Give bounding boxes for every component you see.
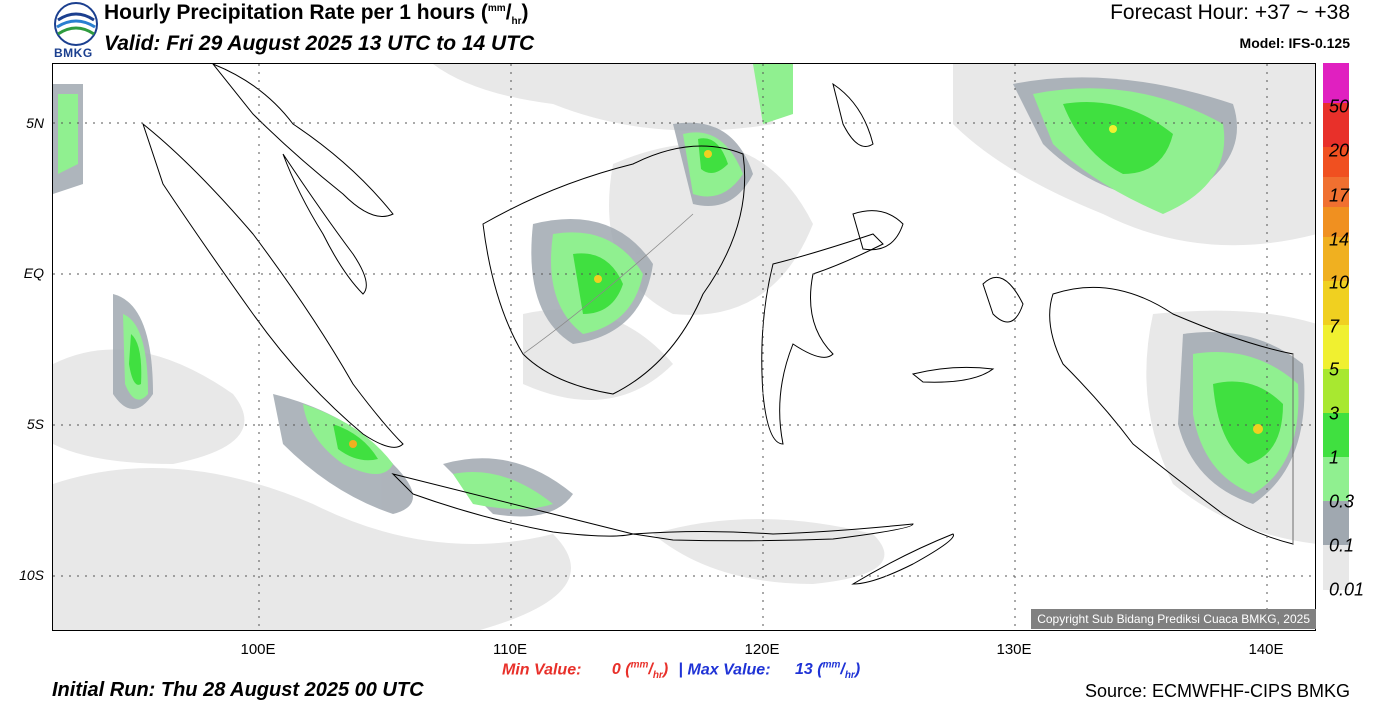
legend-swatch-17-20 [1323, 147, 1349, 177]
legend-label-14: 14 [1329, 229, 1350, 250]
lon-label-110e: 110E [493, 641, 527, 658]
min-unit-num: mm [630, 660, 649, 671]
lat-label-5s: 5S [26, 416, 44, 432]
min-unit-den: hr [652, 670, 663, 682]
lon-label-120e: 120E [744, 641, 780, 658]
legend-label-10: 10 [1329, 272, 1350, 293]
legend-swatch-5-7 [1323, 281, 1349, 325]
min-label: Min Value: [502, 661, 582, 679]
legend-label-3: 3 [1329, 403, 1340, 424]
legend-swatch-001-01 [1323, 501, 1349, 545]
min-value: 0 [611, 661, 621, 679]
legend-label-7: 7 [1329, 316, 1340, 337]
legend-swatch-14-17 [1323, 177, 1349, 207]
lon-label-140e: 140E [1248, 641, 1284, 658]
title-unit-num: mm [487, 3, 506, 14]
legend-swatch-1-3 [1323, 369, 1349, 413]
legend-label-50: 50 [1329, 96, 1350, 117]
min-max-separator: | [678, 661, 684, 679]
gridlines [53, 64, 1315, 630]
bmkg-logo-icon [54, 2, 98, 46]
max-value: 13 [794, 661, 813, 679]
lon-label-130e: 130E [996, 641, 1032, 658]
data-source: Source: ECMWFHF-CIPS BMKG [1084, 681, 1350, 701]
precip-intense-spots [349, 125, 1263, 448]
legend-swatch-7-10 [1323, 237, 1349, 281]
model-name: Model: IFS-0.125 [1239, 35, 1350, 51]
legend-label-0-01: 0.01 [1329, 579, 1365, 600]
legend-label-20: 20 [1329, 140, 1350, 161]
initial-run: Initial Run: Thu 28 August 2025 00 UTC [52, 679, 424, 701]
forecast-hour: Forecast Hour: +37 ~ +38 [1110, 1, 1350, 24]
legend-swatch-3-5 [1323, 325, 1349, 369]
legend-label-0-3: 0.3 [1329, 491, 1355, 512]
legend-swatch-min [1323, 545, 1349, 590]
max-unit: (mm/hr) [817, 660, 861, 682]
title-unit-den: hr [511, 16, 522, 28]
legend-swatch-50plus [1323, 63, 1349, 103]
lon-label-100e: 100E [240, 641, 276, 658]
legend-label-0-1: 0.1 [1329, 535, 1355, 556]
precipitation-map [52, 63, 1316, 631]
legend-swatch-01-03 [1323, 457, 1349, 501]
map-canvas [53, 64, 1315, 630]
min-unit: (mm/hr) [625, 660, 669, 682]
title-text: Hourly Precipitation Rate per 1 hours ( [104, 1, 488, 24]
lat-label-eq: EQ [23, 265, 44, 281]
lat-label-10s: 10S [19, 567, 44, 583]
country-borders [522, 213, 1294, 544]
legend-swatch-10-14 [1323, 207, 1349, 237]
valid-time: Valid: Fri 29 August 2025 13 UTC to 14 U… [104, 32, 535, 55]
copyright-notice: Copyright Sub Bidang Prediksi Cuaca BMKG… [1031, 609, 1316, 629]
title-close: ) [521, 1, 529, 24]
max-unit-den: hr [844, 670, 855, 682]
legend-colorbar [1323, 63, 1349, 590]
legend-swatch-20-50 [1323, 103, 1349, 147]
bmkg-logo: BMKG [52, 2, 100, 60]
chart-title: Hourly Precipitation Rate per 1 hours (m… [104, 1, 529, 28]
legend-swatch-03-1 [1323, 413, 1349, 457]
legend-label-1: 1 [1329, 447, 1340, 468]
legend-label-17: 17 [1329, 185, 1350, 206]
lat-label-5n: 5N [26, 115, 44, 131]
logo-text: BMKG [54, 46, 93, 60]
max-label: Max Value: [687, 661, 771, 679]
legend-label-5: 5 [1329, 359, 1340, 380]
min-max-values: Min Value: 0 (mm/hr) | Max Value: 13 (mm… [502, 660, 860, 682]
max-unit-num: mm [822, 660, 841, 671]
